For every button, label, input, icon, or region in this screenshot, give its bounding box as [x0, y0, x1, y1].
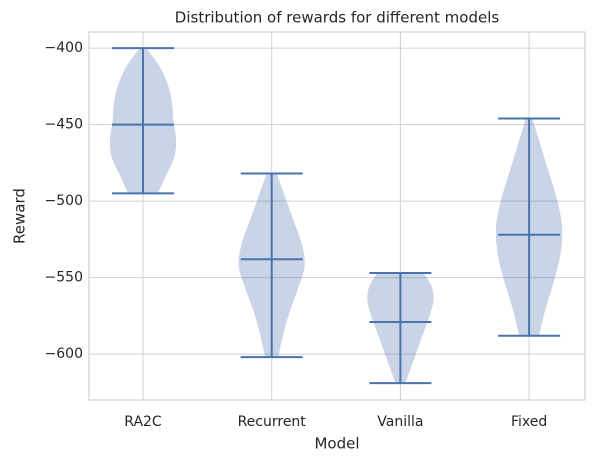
x-axis-label: Model — [314, 435, 359, 453]
y-tick-label: −550 — [45, 270, 83, 286]
x-tick-label: Recurrent — [238, 414, 307, 430]
x-tick-label: Vanilla — [377, 414, 423, 430]
y-axis-label: Reward — [11, 188, 29, 244]
x-tick-label: Fixed — [511, 414, 547, 430]
plot-frame — [88, 31, 586, 401]
x-tick-label: RA2C — [124, 414, 162, 430]
y-tick-label: −500 — [45, 193, 83, 209]
y-tick-label: −600 — [45, 346, 83, 362]
y-tick-label: −400 — [45, 40, 83, 56]
y-tick-label: −450 — [45, 117, 83, 133]
chart-title: Distribution of rewards for different mo… — [175, 9, 500, 27]
